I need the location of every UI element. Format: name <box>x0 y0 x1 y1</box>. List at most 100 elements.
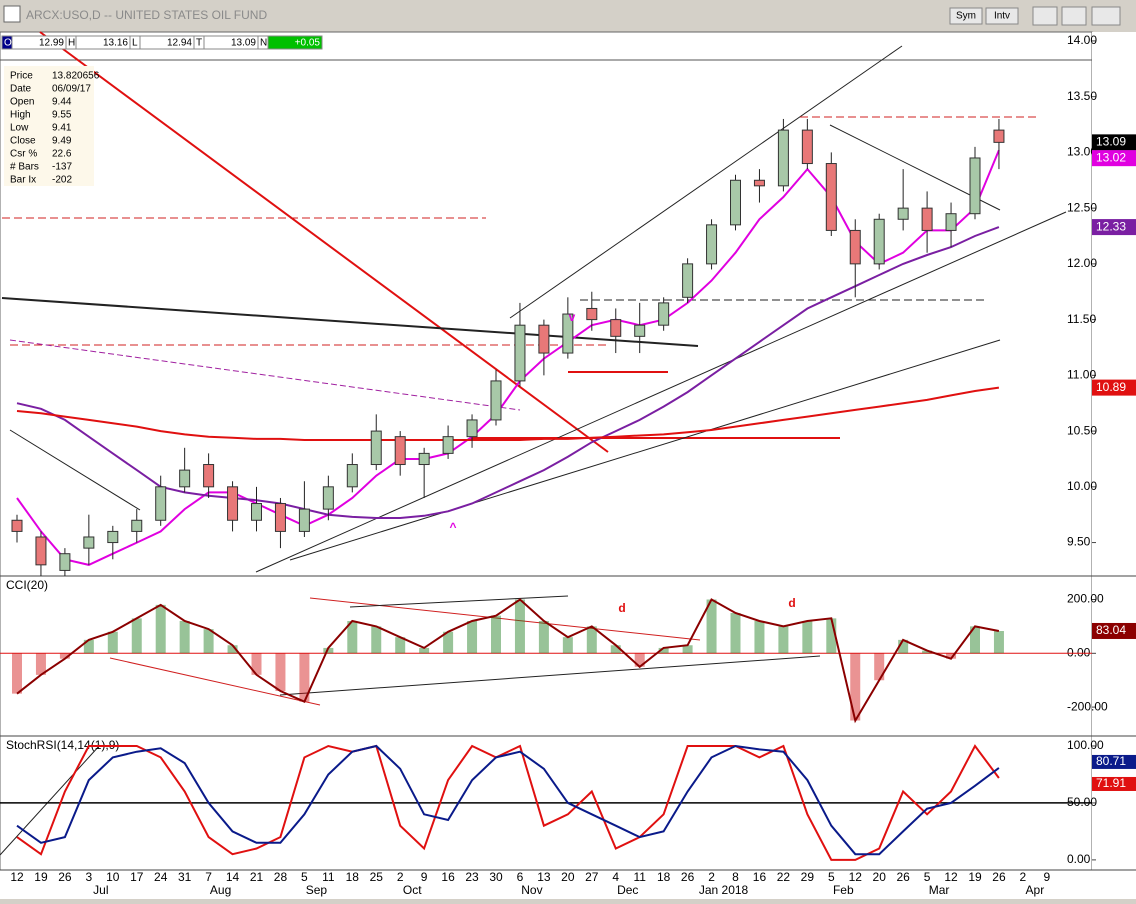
last-value-label: 13.02 <box>1096 150 1126 164</box>
minimize-button[interactable] <box>1032 6 1058 26</box>
y-tick-label: 11.50 <box>1067 312 1096 326</box>
line <box>16 386 1000 441</box>
x-tick-label: 19 <box>968 870 982 884</box>
x-tick-label: 20 <box>873 870 887 884</box>
candle-body <box>298 508 310 532</box>
candle-body <box>586 307 598 321</box>
info-value: 22.6 <box>52 149 72 160</box>
ohlc-value: 13.09 <box>231 38 256 49</box>
x-tick-label: 24 <box>154 870 168 884</box>
y-tick-label: 50.00 <box>1067 795 1097 809</box>
x-tick-label: 11 <box>633 870 646 884</box>
title-bar <box>0 0 1136 30</box>
candle-body <box>203 464 215 488</box>
info-label: Bar Ix <box>10 175 36 186</box>
x-tick-label: 13 <box>537 870 551 884</box>
candle-body <box>682 263 694 298</box>
app-icon <box>3 5 21 23</box>
x-tick-label: 5 <box>924 870 931 884</box>
intv-button-label[interactable]: Intv <box>994 11 1010 22</box>
x-tick-label: 4 <box>612 870 619 884</box>
right-axis <box>1092 32 1136 870</box>
x-tick-label: 6 <box>517 870 524 884</box>
x-tick-label: 16 <box>753 870 767 884</box>
x-month-label: Mar <box>929 883 950 897</box>
candle-body <box>921 207 933 231</box>
last-value-label: 10.89 <box>1096 380 1126 394</box>
line <box>16 744 1000 856</box>
candle-body <box>179 469 191 488</box>
candle-body <box>849 229 861 265</box>
info-label: Csr % <box>10 149 37 160</box>
x-tick-label: 30 <box>489 870 503 884</box>
candle-body <box>753 179 765 187</box>
panel-title: CCI(20) <box>6 578 48 592</box>
x-tick-label: 7 <box>205 870 212 884</box>
candle-body <box>466 419 478 438</box>
close-button[interactable] <box>1091 6 1121 26</box>
y-tick-label: 14.00 <box>1067 33 1097 47</box>
x-tick-label: 17 <box>130 870 144 884</box>
sym-button-label[interactable]: Sym <box>956 11 976 22</box>
panel-title: StochRSI(14,14(1),9) <box>6 738 119 752</box>
info-box-bg <box>4 66 94 186</box>
x-tick-label: 25 <box>370 870 384 884</box>
x-month-label: Feb <box>833 883 854 897</box>
x-tick-label: 2 <box>397 870 404 884</box>
candle-body <box>969 157 981 215</box>
line <box>16 598 1000 724</box>
candle-body <box>825 163 837 231</box>
candle-body <box>35 536 47 566</box>
candle-body <box>11 519 23 532</box>
x-tick-label: 8 <box>732 870 739 884</box>
x-month-label: Oct <box>403 883 422 897</box>
y-tick-label: 10.00 <box>1067 479 1097 493</box>
last-value-label: 83.04 <box>1096 623 1126 637</box>
x-tick-label: 27 <box>585 870 599 884</box>
x-tick-label: 29 <box>801 870 815 884</box>
candle-body <box>538 324 550 354</box>
candle-body <box>370 430 382 466</box>
intv-button[interactable] <box>985 7 1019 25</box>
candle-body <box>945 213 957 231</box>
x-tick-label: 11 <box>322 870 335 884</box>
last-value-tag <box>1092 379 1136 396</box>
sym-button[interactable] <box>949 7 983 25</box>
candle-body <box>394 436 406 466</box>
candle-body <box>107 530 119 544</box>
last-value-tag <box>1092 754 1136 769</box>
last-value-label: 13.09 <box>1096 135 1126 149</box>
last-value-label: 12.33 <box>1096 219 1126 233</box>
x-tick-label: 5 <box>828 870 835 884</box>
plot-area <box>0 31 1093 871</box>
y-tick-label: 12.00 <box>1067 256 1097 270</box>
candle-body <box>801 129 813 165</box>
info-value: 9.41 <box>52 123 72 134</box>
x-tick-label: 10 <box>106 870 120 884</box>
candle-body <box>322 486 334 510</box>
y-tick-label: 11.00 <box>1067 368 1096 382</box>
candle-body <box>83 536 95 549</box>
line <box>16 744 1000 861</box>
ohlc-value: 12.94 <box>167 38 192 49</box>
x-tick-label: 21 <box>250 870 264 884</box>
candle-body <box>897 207 909 220</box>
y-tick-label: -200.00 <box>1067 699 1108 713</box>
ohlc-value: 12.99 <box>39 38 64 49</box>
info-label: Open <box>10 97 34 108</box>
candle-body <box>993 129 1005 143</box>
ohlc-key: N <box>260 38 267 49</box>
x-tick-label: 9 <box>421 870 428 884</box>
restore-button[interactable] <box>1061 6 1087 26</box>
y-tick-label: 0.00 <box>1067 645 1091 659</box>
ohlc-key: H <box>68 38 75 49</box>
x-tick-label: 12 <box>944 870 958 884</box>
last-value-label: 71.91 <box>1096 776 1126 790</box>
x-tick-label: 28 <box>274 870 288 884</box>
x-tick-label: 2 <box>708 870 715 884</box>
candle-body <box>274 503 286 532</box>
y-tick-label: 200.00 <box>1067 592 1104 606</box>
candle-body <box>418 452 430 466</box>
x-axis-area <box>0 870 1136 899</box>
